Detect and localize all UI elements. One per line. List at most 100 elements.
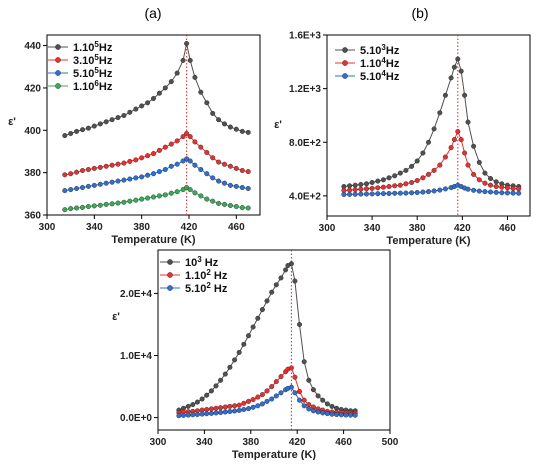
- series-0: [176, 261, 358, 414]
- data-point: [174, 189, 180, 195]
- series-line: [343, 184, 519, 195]
- data-point: [476, 188, 482, 194]
- data-point: [465, 162, 471, 168]
- panel-a: 300 340 380 420 460 360 380 400 420 440 Temperatur…: [8, 5, 261, 246]
- data-point: [482, 189, 488, 195]
- data-point: [184, 41, 190, 47]
- data-point: [79, 184, 85, 190]
- data-point: [259, 401, 265, 407]
- data-point: [204, 411, 210, 417]
- data-point: [210, 110, 216, 116]
- data-point: [150, 171, 156, 177]
- data-point: [210, 175, 216, 181]
- data-point: [85, 183, 91, 189]
- data-point: [233, 126, 239, 132]
- legend-entry: 5.103Hz: [360, 43, 400, 57]
- data-point: [380, 177, 386, 183]
- data-point: [91, 203, 97, 209]
- data-point: [301, 403, 307, 409]
- data-point: [198, 166, 204, 172]
- x-tick-label: 340: [86, 222, 103, 233]
- data-point: [133, 157, 139, 163]
- data-point: [471, 187, 477, 193]
- data-point: [471, 171, 477, 177]
- data-point: [232, 357, 238, 363]
- data-point: [210, 198, 216, 204]
- y-tick-label: 360: [24, 211, 41, 222]
- data-point: [103, 180, 109, 186]
- x-axis-label: Temperature (K): [111, 234, 195, 246]
- data-point: [264, 398, 270, 404]
- data-point: [109, 179, 115, 185]
- panel-label: (b): [411, 5, 428, 21]
- legend-marker: [342, 47, 348, 53]
- data-point: [68, 187, 74, 193]
- data-point: [301, 397, 307, 403]
- data-point: [162, 85, 168, 91]
- data-point: [414, 177, 420, 183]
- data-point: [198, 89, 204, 95]
- data-point: [448, 145, 454, 151]
- data-point: [269, 289, 275, 295]
- data-point: [168, 141, 174, 147]
- data-point: [488, 175, 494, 181]
- data-point: [278, 374, 284, 380]
- data-point: [437, 162, 443, 168]
- legend-marker: [55, 44, 61, 50]
- data-point: [315, 409, 321, 415]
- data-point: [97, 164, 103, 170]
- data-point: [216, 159, 222, 165]
- y-tick-label: 1.0E+4: [120, 351, 152, 362]
- legend-entry: 5.105Hz: [73, 66, 113, 80]
- y-tick-label: 8.0E+2: [289, 138, 321, 149]
- data-point: [79, 127, 85, 133]
- data-point: [239, 205, 245, 211]
- data-point: [74, 205, 80, 211]
- data-point: [185, 403, 191, 409]
- data-point: [168, 79, 174, 85]
- data-point: [245, 169, 251, 175]
- data-point: [283, 267, 289, 273]
- series-line: [343, 57, 519, 187]
- plot-frame: [326, 34, 531, 217]
- data-point: [176, 413, 182, 419]
- y-tick-label: 380: [24, 168, 41, 179]
- data-point: [221, 180, 227, 186]
- data-point: [194, 412, 200, 418]
- legend-marker: [55, 57, 61, 63]
- data-point: [62, 207, 68, 213]
- data-point: [264, 298, 270, 304]
- data-point: [192, 162, 198, 168]
- data-point: [341, 191, 347, 197]
- series-2: [341, 182, 522, 197]
- data-point: [103, 201, 109, 207]
- y-tick-label: 420: [24, 83, 41, 94]
- data-point: [292, 374, 298, 380]
- data-point: [338, 412, 344, 418]
- data-point: [156, 90, 162, 96]
- data-point: [392, 183, 398, 189]
- data-point: [208, 388, 214, 394]
- y-tick-label: 400: [24, 126, 41, 137]
- data-point: [403, 181, 409, 187]
- data-point: [222, 409, 228, 415]
- data-point: [241, 341, 247, 347]
- data-point: [162, 166, 168, 172]
- series-0: [341, 56, 522, 189]
- data-point: [397, 190, 403, 196]
- data-point: [199, 411, 205, 417]
- data-point: [97, 121, 103, 127]
- data-point: [245, 406, 251, 412]
- data-point: [121, 177, 127, 183]
- data-point: [364, 186, 370, 192]
- data-point: [192, 190, 198, 196]
- legend-entry: 1.104Hz: [360, 56, 400, 70]
- data-point: [386, 175, 392, 181]
- data-point: [190, 412, 196, 418]
- legend-marker: [342, 60, 348, 66]
- data-point: [297, 389, 303, 395]
- data-point: [213, 383, 219, 389]
- data-point: [306, 402, 312, 408]
- data-point: [273, 282, 279, 288]
